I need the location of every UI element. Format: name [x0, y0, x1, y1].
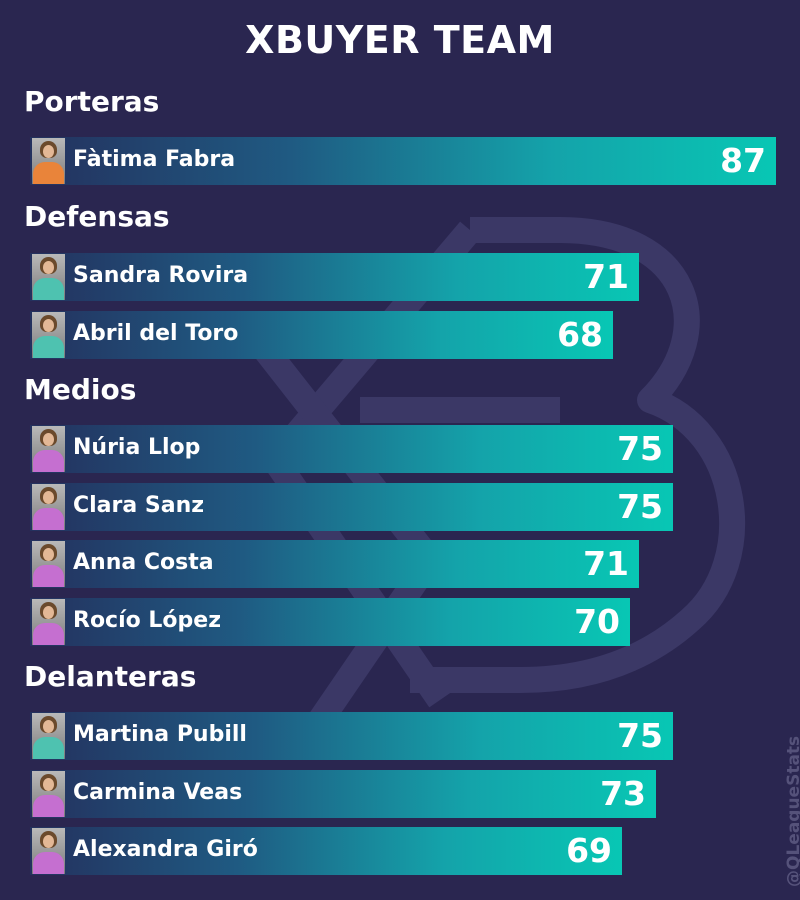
player-name-label: Clara Sanz [73, 493, 205, 518]
player-photo [32, 771, 65, 817]
player-name-label: Martina Pubill [73, 722, 247, 747]
group-label-delanteras: Delanteras [24, 660, 197, 693]
value-label: 75 [617, 716, 663, 755]
player-photo [32, 599, 65, 645]
group-label-medios: Medios [24, 373, 137, 406]
player-photo [32, 138, 65, 184]
value-label: 75 [617, 429, 663, 468]
value-label: 68 [557, 315, 603, 354]
player-name-label: Fàtima Fabra [73, 147, 236, 172]
credit-text: @QLeagueStats [784, 735, 800, 887]
value-label: 71 [583, 257, 629, 296]
bar: Anna Costa 71 [30, 540, 639, 588]
player-name-label: Alexandra Giró [73, 837, 258, 862]
bar: Clara Sanz 75 [30, 483, 673, 531]
bar: Martina Pubill 75 [30, 712, 673, 760]
value-label: 70 [574, 602, 620, 641]
player-photo [32, 828, 65, 874]
player-photo [32, 541, 65, 587]
value-label: 73 [600, 774, 646, 813]
chart-title: XBUYER TEAM [245, 18, 555, 62]
player-name-label: Anna Costa [73, 550, 214, 575]
bar: Rocío López 70 [30, 598, 630, 646]
player-name-label: Carmina Veas [73, 780, 243, 805]
player-name-label: Sandra Rovira [73, 263, 249, 288]
player-photo [32, 713, 65, 759]
player-photo [32, 254, 65, 300]
bar: Sandra Rovira 71 [30, 253, 639, 301]
value-label: 71 [583, 544, 629, 583]
player-photo [32, 426, 65, 472]
bar: Abril del Toro 68 [30, 311, 613, 359]
value-label: 87 [720, 141, 766, 180]
value-label: 69 [566, 831, 612, 870]
bar: Núria Llop 75 [30, 425, 673, 473]
player-name-label: Núria Llop [73, 435, 201, 460]
value-label: 75 [617, 487, 663, 526]
player-name-label: Rocío López [73, 608, 222, 633]
player-photo [32, 312, 65, 358]
bar: Alexandra Giró 69 [30, 827, 622, 875]
group-label-porteras: Porteras [24, 85, 160, 118]
bar: Fàtima Fabra 87 [30, 137, 776, 185]
player-name-label: Abril del Toro [73, 321, 239, 346]
player-photo [32, 484, 65, 530]
bar: Carmina Veas 73 [30, 770, 656, 818]
group-label-defensas: Defensas [24, 200, 170, 233]
